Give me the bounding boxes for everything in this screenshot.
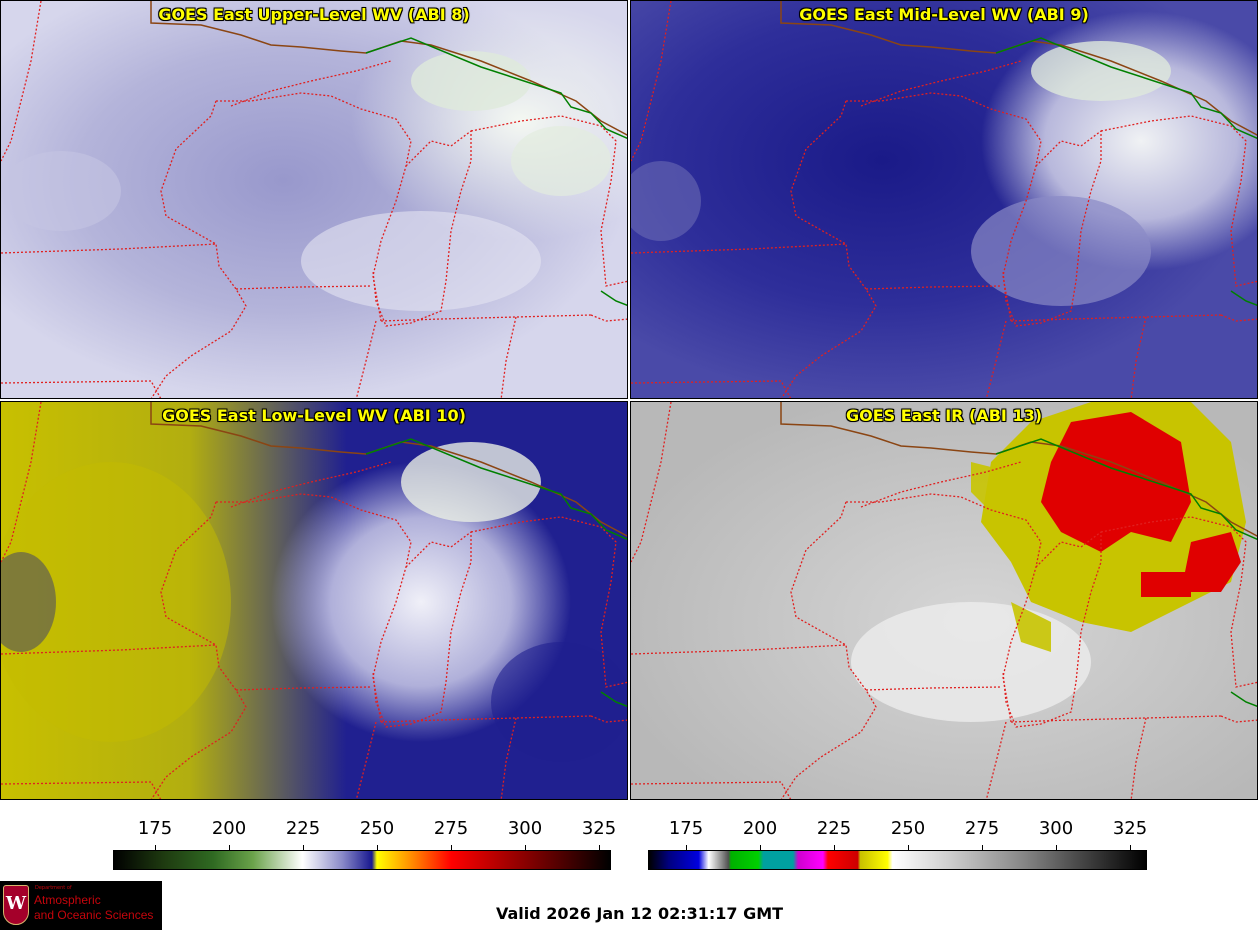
low-level-wv-image [1, 402, 627, 799]
wv-tick-mark [599, 845, 600, 850]
ir-tick-mark [908, 845, 909, 850]
uw-crest-icon: W [3, 885, 29, 925]
mid-level-wv-image [631, 1, 1257, 398]
ir-tick-label: 225 [816, 818, 852, 839]
ir-tick-label: 200 [742, 818, 778, 839]
ir-panel: GOES East IR (ABI 13) [630, 401, 1258, 800]
ir-tick-label: 250 [890, 818, 926, 839]
wv-tick-label: 225 [285, 818, 321, 839]
wv-tick-mark [451, 845, 452, 850]
ir-tick-mark [1056, 845, 1057, 850]
ir-tick-mark [686, 845, 687, 850]
panel-title: GOES East Low-Level WV (ABI 10) [162, 406, 466, 425]
ir-tick-mark [982, 845, 983, 850]
ir-colorbar [648, 850, 1147, 870]
wv-tick-label: 175 [137, 818, 173, 839]
ir-image [631, 402, 1257, 799]
wv-tick-label: 325 [581, 818, 617, 839]
wv-tick-mark [303, 845, 304, 850]
logo-department: Department of [35, 885, 72, 891]
upper-level-wv-image [1, 1, 627, 398]
valid-time: Valid 2026 Jan 12 02:31:17 GMT [496, 904, 784, 923]
ir-tick-label: 325 [1112, 818, 1148, 839]
ir-tick-mark [1130, 845, 1131, 850]
panel-title: GOES East Mid-Level WV (ABI 9) [799, 5, 1089, 24]
panel-title: GOES East Upper-Level WV (ABI 8) [158, 5, 470, 24]
ir-tick-label: 175 [668, 818, 704, 839]
ir-tick-mark [834, 845, 835, 850]
low-level-wv-panel: GOES East Low-Level WV (ABI 10) [0, 401, 628, 800]
wv-tick-mark [377, 845, 378, 850]
wv-tick-label: 250 [359, 818, 395, 839]
wv-tick-mark [155, 845, 156, 850]
ir-tick-label: 300 [1038, 818, 1074, 839]
wv-tick-label: 275 [433, 818, 469, 839]
wv-tick-mark [525, 845, 526, 850]
wv-colorbar [113, 850, 611, 870]
aos-logo: W Department of Atmospheric and Oceanic … [0, 881, 162, 930]
wv-tick-mark [229, 845, 230, 850]
panel-title: GOES East IR (ABI 13) [845, 406, 1043, 425]
ir-tick-mark [760, 845, 761, 850]
logo-atmospheric: Atmospheric [34, 893, 101, 907]
mid-level-wv-panel: GOES East Mid-Level WV (ABI 9) [630, 0, 1258, 399]
wv-tick-label: 200 [211, 818, 247, 839]
logo-oceanic-sciences: and Oceanic Sciences [34, 908, 154, 922]
ir-tick-label: 275 [964, 818, 1000, 839]
upper-level-wv-panel: GOES East Upper-Level WV (ABI 8) [0, 0, 628, 399]
wv-tick-label: 300 [507, 818, 543, 839]
